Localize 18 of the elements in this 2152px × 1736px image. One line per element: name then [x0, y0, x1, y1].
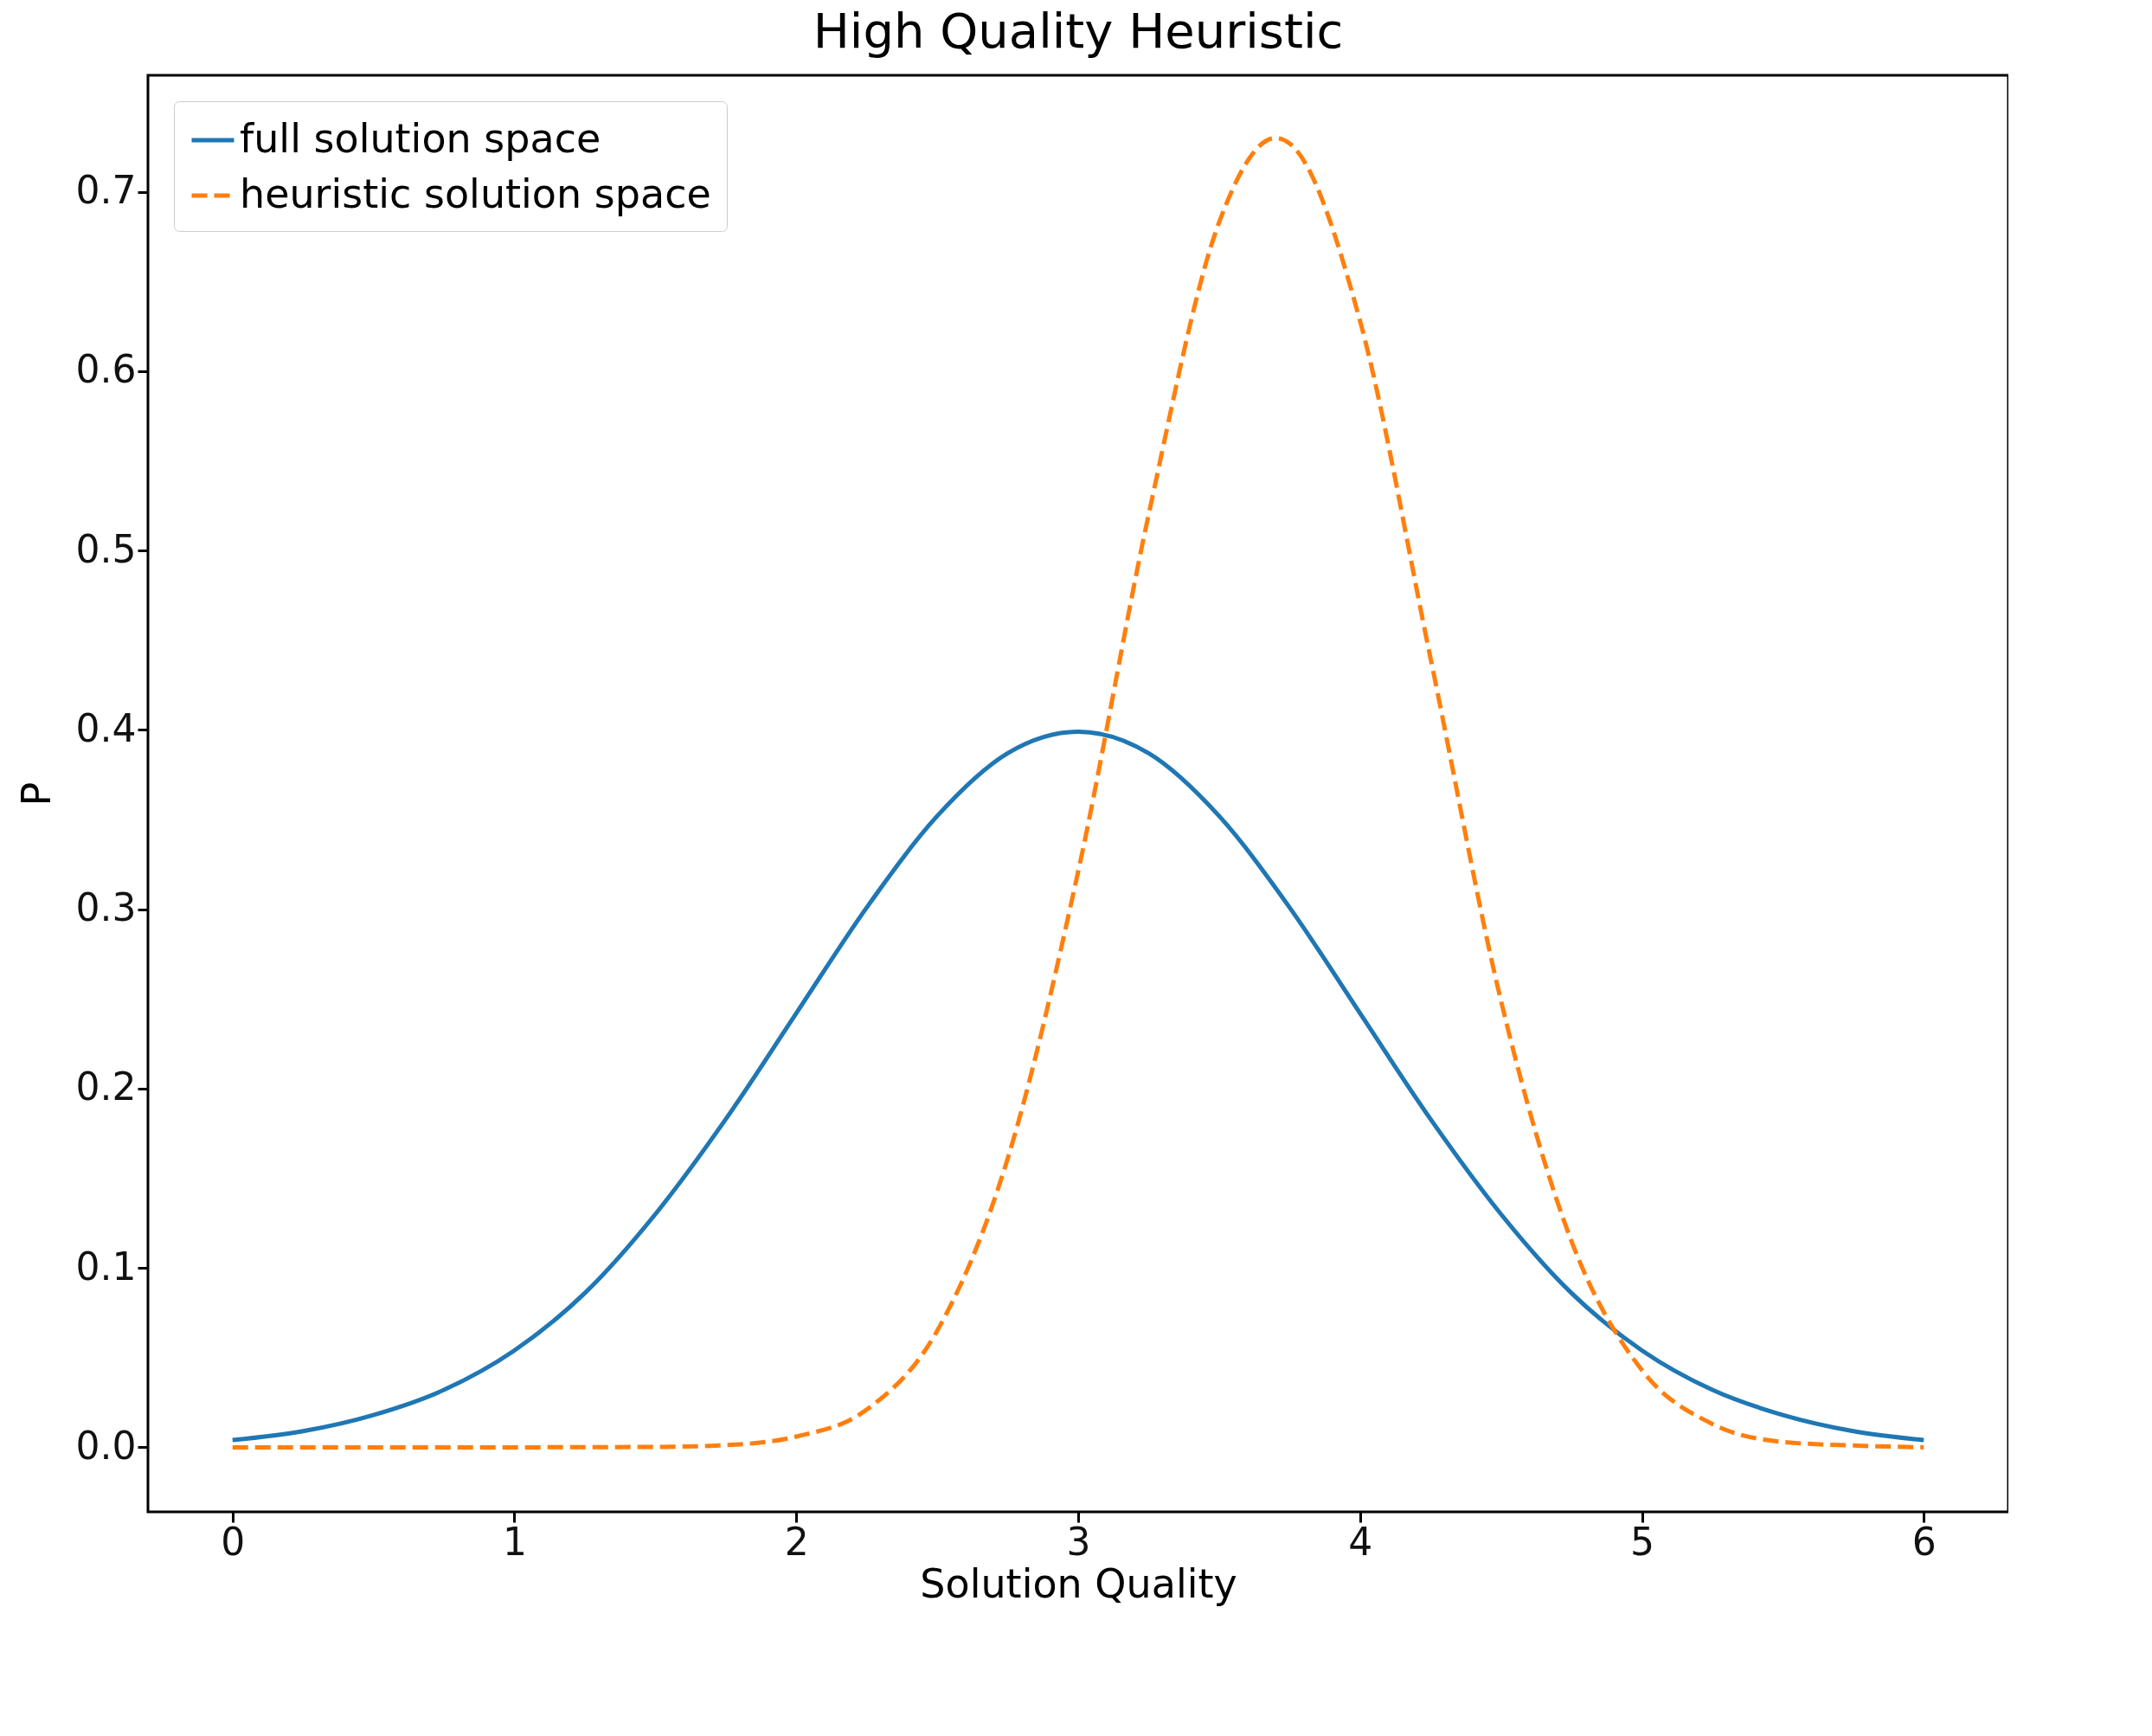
x-tick-label: 2: [784, 1519, 809, 1564]
legend-label: heuristic solution space: [240, 170, 711, 217]
y-tick-label: 0.0: [75, 1423, 137, 1468]
legend-label: full solution space: [240, 115, 601, 162]
x-tick-label: 5: [1630, 1519, 1655, 1564]
y-tick-label: 0.2: [75, 1064, 137, 1109]
x-tick-label: 6: [1911, 1519, 1937, 1564]
x-tick-label: 0: [221, 1519, 246, 1564]
y-tick-label: 0.7: [75, 168, 137, 213]
y-tick-label: 0.1: [75, 1244, 137, 1289]
x-tick-label: 1: [502, 1519, 527, 1564]
y-tick-label: 0.4: [75, 705, 137, 750]
y-tick-label: 0.3: [75, 885, 137, 930]
x-tick-label: 4: [1348, 1519, 1373, 1564]
y-tick-label: 0.6: [75, 347, 137, 392]
chart-title: High Quality Heuristic: [813, 3, 1344, 59]
y-axis-title: P: [12, 781, 60, 807]
y-tick-label: 0.5: [75, 526, 137, 571]
